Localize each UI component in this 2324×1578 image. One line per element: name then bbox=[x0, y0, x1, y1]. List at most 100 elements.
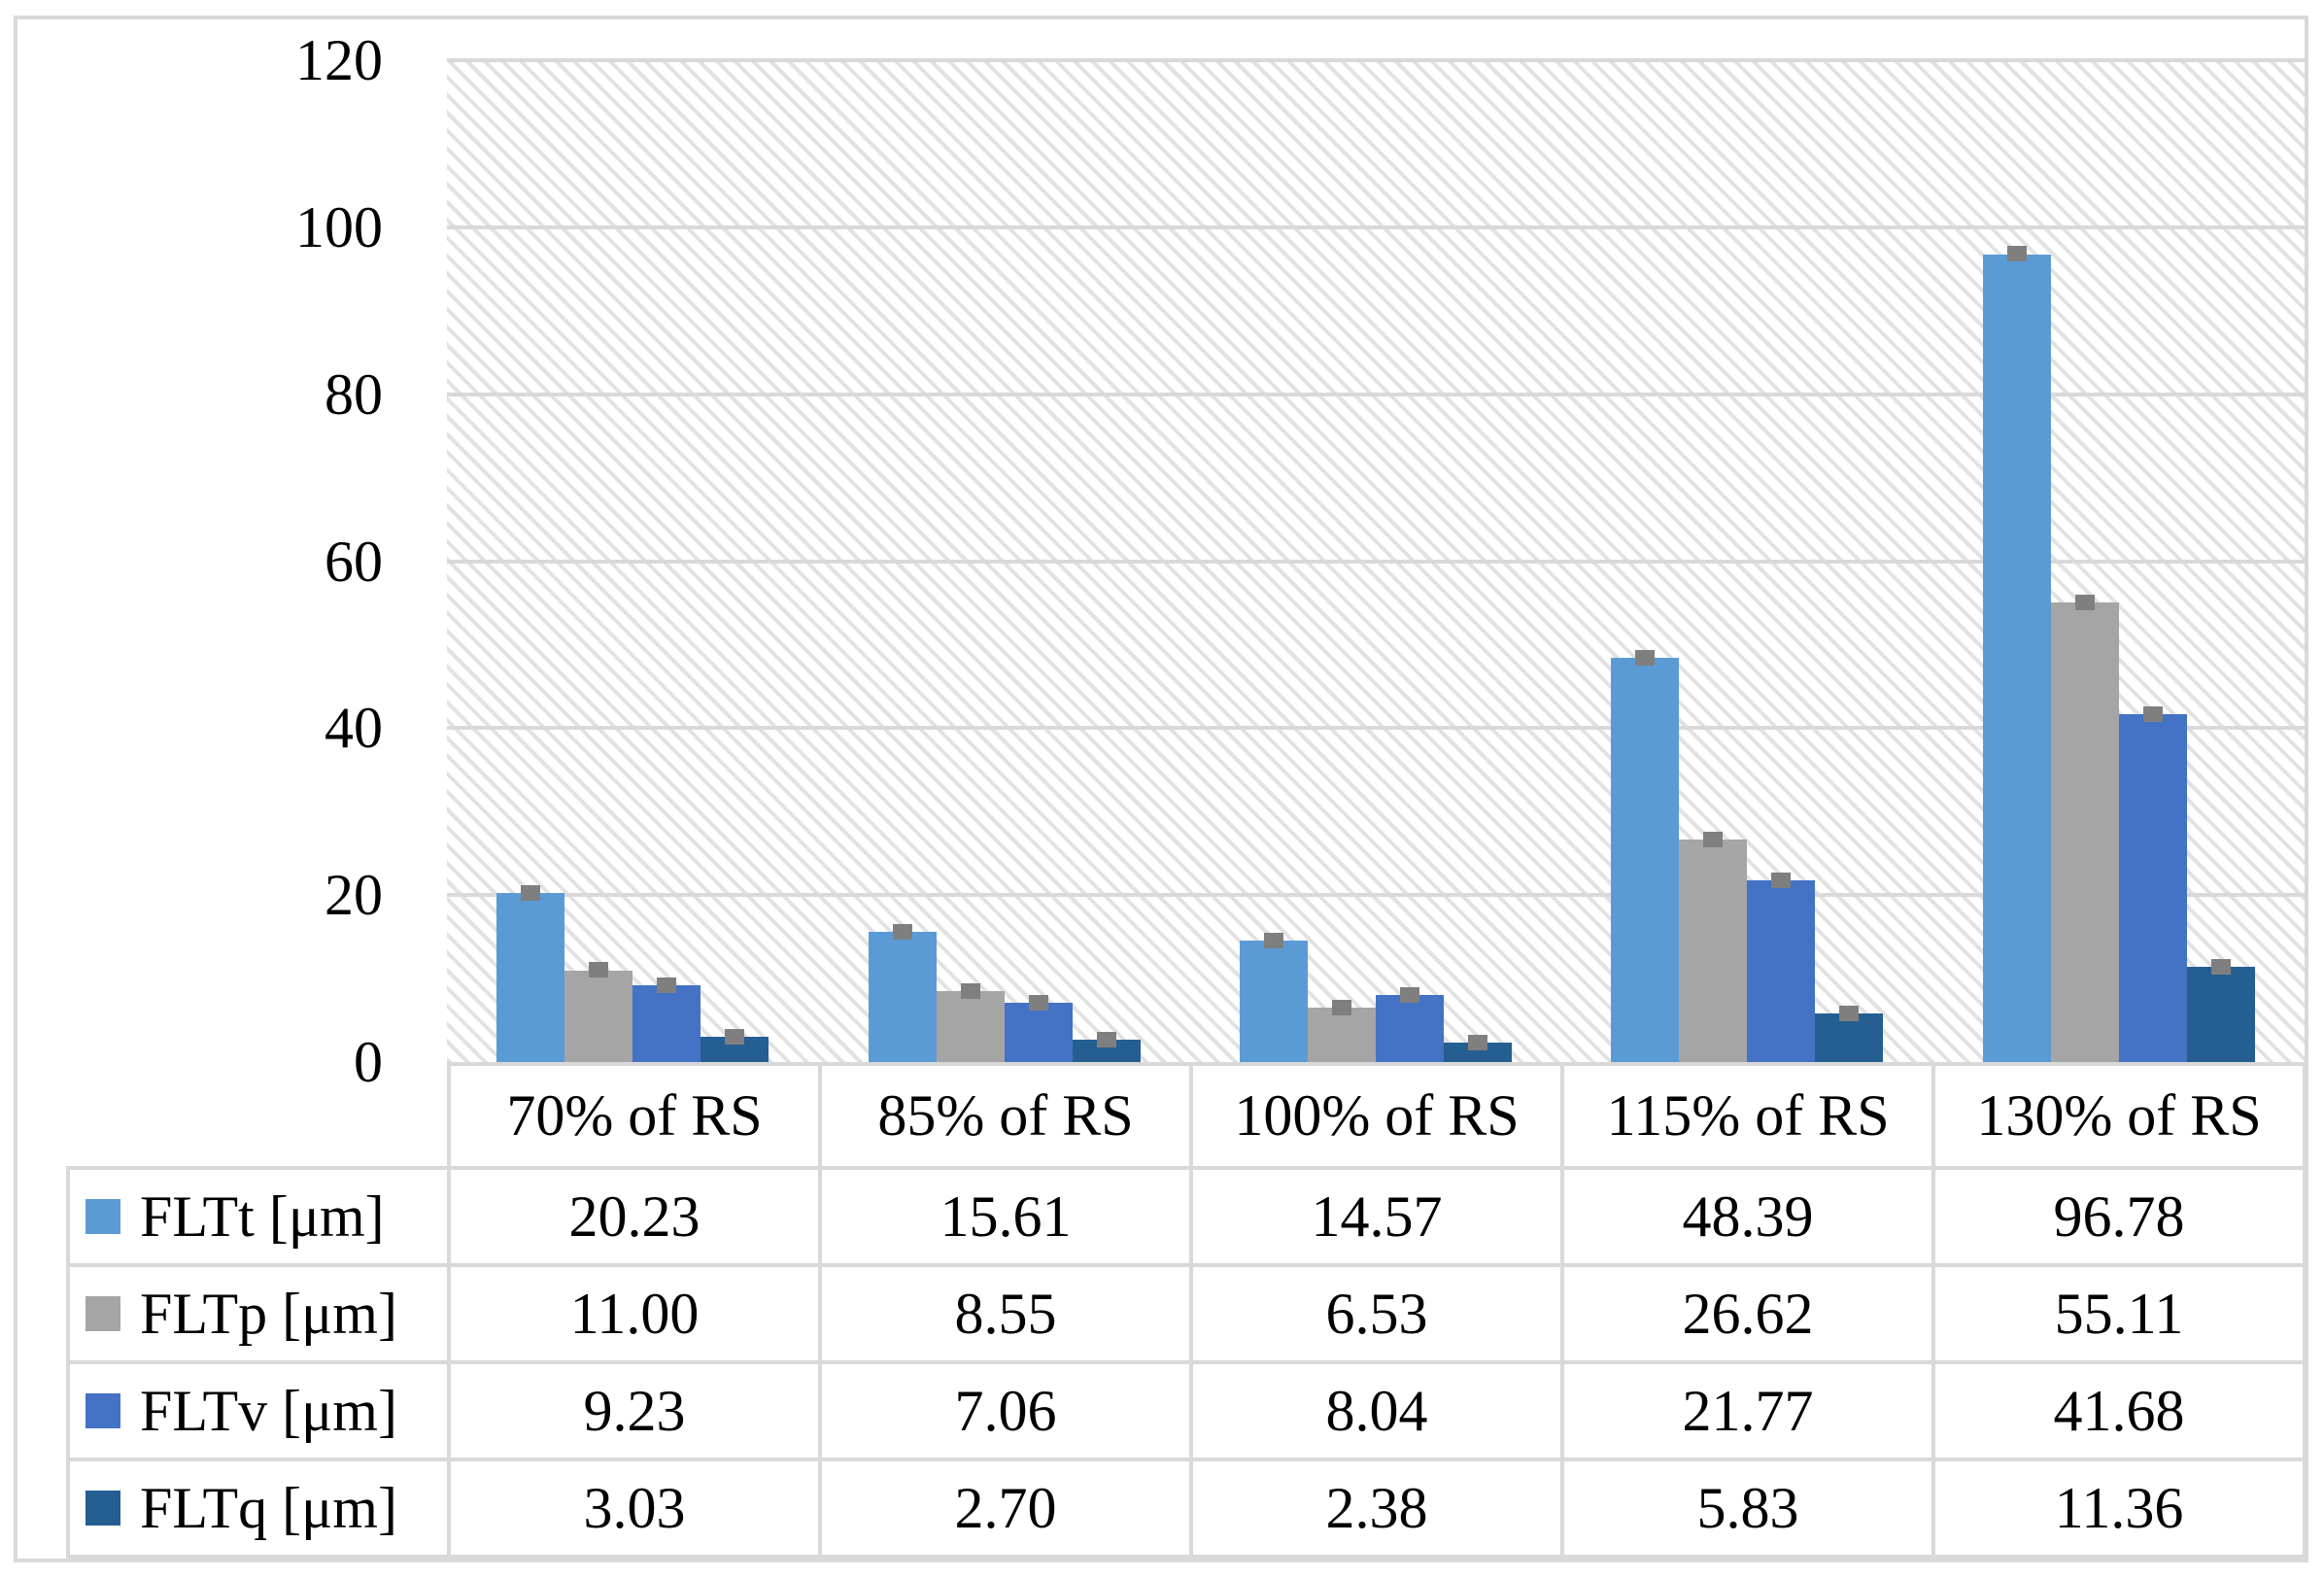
error-bar-cap bbox=[1400, 986, 1419, 1003]
gridline bbox=[447, 893, 2305, 898]
gridline bbox=[447, 58, 2305, 62]
category-header-cell: 70% of RS bbox=[447, 1062, 822, 1170]
bar-FLTt-70%ofRS bbox=[496, 893, 565, 1062]
table-value-cell: 48.39 bbox=[1560, 1166, 1935, 1267]
legend-cell: FLTv [μm] bbox=[66, 1360, 451, 1461]
legend-inner: FLTp [μm] bbox=[70, 1281, 447, 1348]
legend-swatch bbox=[85, 1393, 120, 1428]
category-header-cell: 100% of RS bbox=[1189, 1062, 1564, 1170]
legend-series-label: FLTv [μm] bbox=[140, 1378, 397, 1443]
bar-FLTq-130%ofRS bbox=[2186, 967, 2255, 1062]
legend-inner: FLTq [μm] bbox=[70, 1475, 447, 1542]
error-bar-cap bbox=[521, 885, 541, 902]
error-bar-cap bbox=[657, 977, 677, 993]
bar-FLTv-130%ofRS bbox=[2118, 713, 2187, 1062]
error-bar-cap bbox=[2074, 594, 2095, 610]
legend-swatch bbox=[85, 1296, 120, 1331]
bar-FLTp-70%ofRS bbox=[564, 970, 633, 1062]
category-header-cell: 85% of RS bbox=[818, 1062, 1193, 1170]
y-axis-label: 120 bbox=[295, 28, 383, 92]
bar-FLTp-130%ofRS bbox=[2050, 601, 2119, 1062]
table-value-cell: 2.38 bbox=[1189, 1458, 1564, 1559]
table-value-cell: 3.03 bbox=[447, 1458, 822, 1559]
table-value-cell: 8.55 bbox=[818, 1263, 1193, 1364]
table-value-cell: 26.62 bbox=[1560, 1263, 1935, 1364]
table-value-cell: 11.00 bbox=[447, 1263, 822, 1364]
figure-border bbox=[14, 16, 2308, 1562]
table-series-row: FLTp [μm] 11.00 8.55 6.53 26.62 55.11 bbox=[66, 1263, 2307, 1364]
bar-FLTv-85%ofRS bbox=[1004, 1003, 1073, 1062]
bar-FLTq-115%ofRS bbox=[1815, 1012, 1884, 1062]
bar-FLTv-70%ofRS bbox=[632, 984, 701, 1062]
legend-swatch bbox=[85, 1491, 120, 1526]
legend-swatch bbox=[85, 1199, 120, 1234]
bar-FLTt-100%ofRS bbox=[1240, 940, 1308, 1062]
y-axis-label: 20 bbox=[325, 863, 383, 928]
bar-FLTq-100%ofRS bbox=[1444, 1042, 1512, 1062]
error-bar-cap bbox=[1468, 1034, 1487, 1050]
bar-FLTt-115%ofRS bbox=[1611, 658, 1680, 1062]
table-value-cell: 96.78 bbox=[1931, 1166, 2307, 1267]
bar-FLTt-85%ofRS bbox=[868, 931, 937, 1062]
error-bar-cap bbox=[1703, 832, 1724, 848]
error-bar-cap bbox=[1839, 1005, 1860, 1021]
gridline bbox=[447, 224, 2305, 229]
category-header-cell: 130% of RS bbox=[1931, 1062, 2307, 1170]
table-value-cell: 11.36 bbox=[1931, 1458, 2307, 1559]
table-value-cell: 20.23 bbox=[447, 1166, 822, 1267]
legend-series-label: FLTt [μm] bbox=[140, 1184, 385, 1249]
legend-cell: FLTt [μm] bbox=[66, 1166, 451, 1267]
error-bar-cap bbox=[2210, 959, 2231, 976]
error-bar-cap bbox=[589, 962, 609, 978]
data-table-body: 70% of RS 85% of RS 100% of RS 115% of RS 13… bbox=[66, 1062, 2307, 1559]
error-bar-cap bbox=[725, 1028, 745, 1045]
legend-inner: FLTt [μm] bbox=[70, 1184, 447, 1251]
y-axis-tick-labels: 0 20 40 60 80 100 120 bbox=[0, 0, 383, 1147]
y-axis-label: 40 bbox=[325, 696, 383, 761]
legend-cell: FLTq [μm] bbox=[66, 1458, 451, 1559]
gridline bbox=[447, 559, 2305, 564]
table-value-cell: 6.53 bbox=[1189, 1263, 1564, 1364]
y-axis-label: 80 bbox=[325, 361, 383, 427]
table-value-cell: 5.83 bbox=[1560, 1458, 1935, 1559]
legend-series-label: FLTp [μm] bbox=[140, 1281, 397, 1346]
bar-FLTv-100%ofRS bbox=[1376, 994, 1444, 1062]
table-value-cell: 15.61 bbox=[818, 1166, 1193, 1267]
error-bar-cap bbox=[1264, 932, 1283, 948]
gridline bbox=[447, 392, 2305, 396]
table-value-cell: 9.23 bbox=[447, 1360, 822, 1461]
bar-FLTp-115%ofRS bbox=[1679, 840, 1748, 1062]
table-value-cell: 55.11 bbox=[1931, 1263, 2307, 1364]
legend-series-label: FLTq [μm] bbox=[140, 1475, 397, 1540]
table-corner-cell bbox=[68, 1064, 451, 1170]
bar-FLTp-100%ofRS bbox=[1308, 1007, 1376, 1062]
bar-FLTq-85%ofRS bbox=[1072, 1039, 1141, 1062]
legend-cell: FLTp [μm] bbox=[66, 1263, 451, 1364]
error-bar-cap bbox=[1635, 650, 1656, 667]
gridline bbox=[447, 726, 2305, 731]
error-bar-cap bbox=[1096, 1031, 1116, 1047]
plot-area bbox=[447, 58, 2305, 1062]
bar-FLTt-130%ofRS bbox=[1982, 254, 2051, 1062]
table-value-cell: 41.68 bbox=[1931, 1360, 2307, 1461]
data-table: 70% of RS 85% of RS 100% of RS 115% of RS 13… bbox=[66, 1062, 2307, 1559]
legend-inner: FLTv [μm] bbox=[70, 1378, 447, 1445]
bar-FLTv-115%ofRS bbox=[1747, 879, 1816, 1062]
table-value-cell: 14.57 bbox=[1189, 1166, 1564, 1267]
error-bar-cap bbox=[1028, 995, 1048, 1012]
table-series-row: FLTv [μm] 9.23 7.06 8.04 21.77 41.68 bbox=[66, 1360, 2307, 1461]
error-bar-cap bbox=[1771, 872, 1792, 888]
table-header-row: 70% of RS 85% of RS 100% of RS 115% of RS 13… bbox=[68, 1062, 2307, 1170]
bar-FLTp-85%ofRS bbox=[936, 990, 1005, 1062]
table-series-row: FLTq [μm] 3.03 2.70 2.38 5.83 11.36 bbox=[66, 1458, 2307, 1559]
error-bar-cap bbox=[2142, 705, 2163, 722]
category-header-cell: 115% of RS bbox=[1560, 1062, 1935, 1170]
table-value-cell: 7.06 bbox=[818, 1360, 1193, 1461]
table-value-cell: 8.04 bbox=[1189, 1360, 1564, 1461]
error-bar-cap bbox=[892, 923, 912, 940]
error-bar-cap bbox=[960, 982, 980, 999]
table-value-cell: 2.70 bbox=[818, 1458, 1193, 1559]
error-bar-cap bbox=[1332, 999, 1351, 1015]
table-series-row: FLTt [μm] 20.23 15.61 14.57 48.39 96.78 bbox=[66, 1166, 2307, 1267]
